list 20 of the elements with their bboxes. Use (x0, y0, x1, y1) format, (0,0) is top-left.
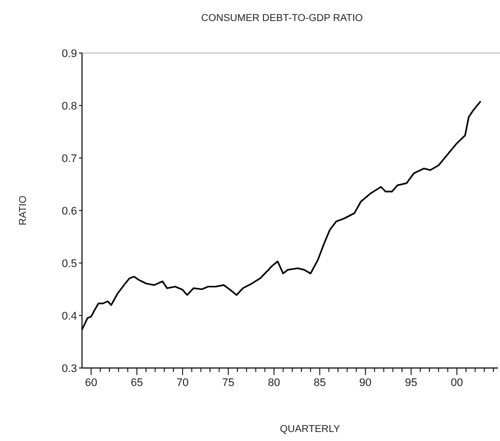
x-axis-title: QUARTERLY (280, 424, 340, 435)
x-tick-label: 75 (222, 377, 234, 389)
chart-title: CONSUMER DEBT-TO-GDP RATIO (201, 13, 364, 24)
y-tick-label: 0.8 (62, 100, 77, 112)
x-tick-label: 60 (85, 377, 98, 389)
line-series (81, 100, 482, 330)
x-tick-label: 90 (359, 377, 372, 389)
x-tick-label: 70 (176, 377, 189, 389)
y-axis-title: RATIO (18, 195, 29, 226)
x-tick-label: 85 (314, 377, 326, 389)
x-tick-label: 65 (130, 377, 143, 389)
x-tick-label: 95 (405, 377, 418, 389)
y-tick-label: 0.3 (62, 363, 77, 375)
x-tick-label: 80 (268, 377, 280, 389)
y-tick-label: 0.6 (62, 206, 77, 218)
y-tick-label: 0.4 (62, 310, 77, 322)
y-tick-label: 0.9 (62, 48, 77, 60)
x-tick-label: 00 (450, 377, 463, 389)
y-tick-label: 0.7 (62, 153, 77, 165)
y-tick-label: 0.5 (62, 258, 77, 270)
